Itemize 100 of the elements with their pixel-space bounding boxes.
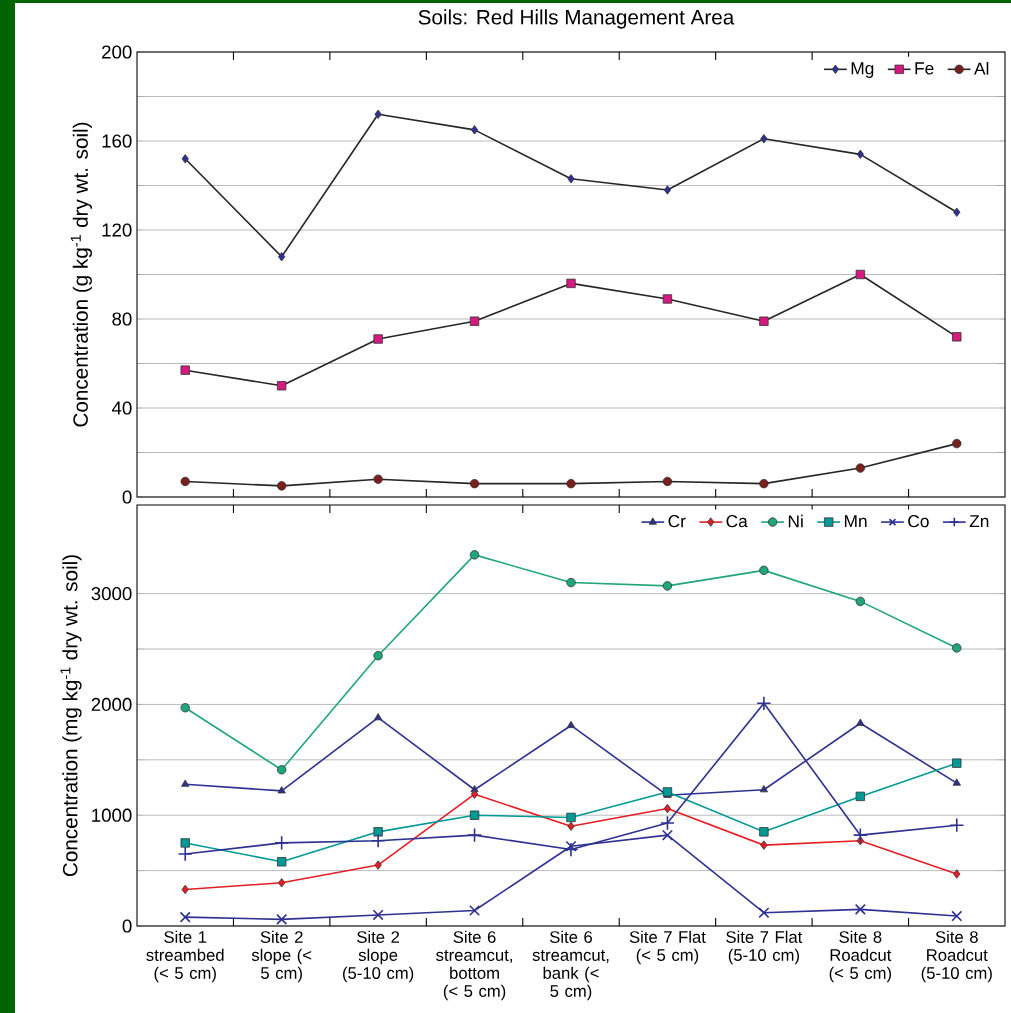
point <box>180 365 190 375</box>
point <box>373 334 383 344</box>
point <box>469 478 480 489</box>
point <box>852 827 868 843</box>
point <box>566 720 576 729</box>
point <box>567 174 575 184</box>
point <box>856 718 865 726</box>
point <box>469 316 480 326</box>
point <box>953 869 961 879</box>
point <box>953 207 961 217</box>
legend-label: Cr <box>668 515 686 528</box>
point <box>756 695 772 711</box>
legend-label: Ca <box>726 515 748 528</box>
point <box>470 789 479 799</box>
point <box>277 786 286 794</box>
point <box>177 846 193 862</box>
x-tick-label: Site 8 Roadcut (5-10 cm) <box>921 930 992 983</box>
point <box>663 185 672 195</box>
legend-label: Mg <box>851 62 874 78</box>
y-tick-label: 120 <box>102 223 132 237</box>
legend-label: Fe <box>915 62 934 75</box>
point <box>759 316 769 326</box>
x-tick-label: Site 7 Flat (< 5 cm) <box>629 930 706 965</box>
point <box>662 581 673 591</box>
point <box>181 154 189 164</box>
point <box>952 758 962 768</box>
y-tick-label: 1000 <box>92 808 132 822</box>
point <box>855 463 865 473</box>
point <box>469 904 481 917</box>
chart-title: Soils: Red Hills Management Area <box>418 9 735 29</box>
point <box>855 269 865 280</box>
point <box>951 910 963 922</box>
x-tick-label: Site 1 streambed (< 5 cm) <box>146 930 224 983</box>
point <box>759 478 769 489</box>
y-tick-label: 160 <box>102 134 132 148</box>
y-tick-label: 200 <box>102 45 132 59</box>
point <box>373 651 383 661</box>
point <box>952 643 962 653</box>
point <box>277 857 287 867</box>
point <box>373 827 383 837</box>
point <box>758 907 770 919</box>
y-axis-title: Concentration (g kg$^{-1}$ dry wt. soil) <box>70 122 92 427</box>
point <box>467 827 483 843</box>
point <box>566 812 576 823</box>
y-tick-label: 80 <box>112 312 132 326</box>
point <box>662 294 673 304</box>
x-tick-label: Site 2 slope (< 5 cm) <box>251 930 312 983</box>
point <box>952 438 962 449</box>
point <box>277 765 287 775</box>
point <box>659 815 675 831</box>
point <box>759 827 769 837</box>
point <box>855 791 865 802</box>
point <box>566 478 576 489</box>
point <box>663 803 672 814</box>
point <box>277 481 287 491</box>
point <box>372 909 384 921</box>
legend-label: Co <box>908 515 929 528</box>
point <box>181 884 189 895</box>
point <box>374 713 383 721</box>
point <box>277 381 287 391</box>
point <box>855 596 865 607</box>
point <box>952 778 961 786</box>
point <box>566 577 576 588</box>
point <box>278 878 286 888</box>
point <box>567 821 575 831</box>
legend-label: Al <box>974 62 989 75</box>
point <box>181 779 190 787</box>
point <box>180 476 190 487</box>
point <box>180 703 190 713</box>
point <box>469 810 480 820</box>
legend-label: Zn <box>969 515 989 528</box>
point <box>759 565 769 576</box>
point <box>180 838 190 848</box>
legend-label: Mn <box>844 515 867 528</box>
point <box>276 913 288 925</box>
point <box>952 332 962 342</box>
point <box>661 829 673 841</box>
point <box>760 840 768 850</box>
y-axis-title: Concentration (mg kg$^{-1}$ dry wt. soil) <box>60 555 82 877</box>
x-tick-label: Site 6 streamcut, bank (< 5 cm) <box>532 930 609 1001</box>
y-tick-label: 3000 <box>91 587 132 601</box>
point <box>179 911 191 923</box>
point <box>759 785 768 793</box>
y-tick-label: 0 <box>122 490 132 504</box>
point <box>566 278 576 289</box>
y-tick-label: 0 <box>122 919 132 933</box>
point <box>760 134 768 144</box>
point <box>374 109 382 119</box>
x-tick-label: Site 2 slope (5-10 cm) <box>343 930 414 983</box>
point <box>374 860 382 870</box>
legend-label: Ni <box>788 514 803 528</box>
y-tick-label: 40 <box>111 401 132 415</box>
point <box>662 476 673 487</box>
point <box>373 474 383 484</box>
point <box>563 842 579 858</box>
x-tick-label: Site 6 streamcut, bottom (< 5 cm) <box>436 930 512 1001</box>
x-tick-label: Site 8 Roadcut (< 5 cm) <box>829 930 892 983</box>
point <box>856 149 864 160</box>
point <box>278 252 286 262</box>
point <box>469 550 480 560</box>
